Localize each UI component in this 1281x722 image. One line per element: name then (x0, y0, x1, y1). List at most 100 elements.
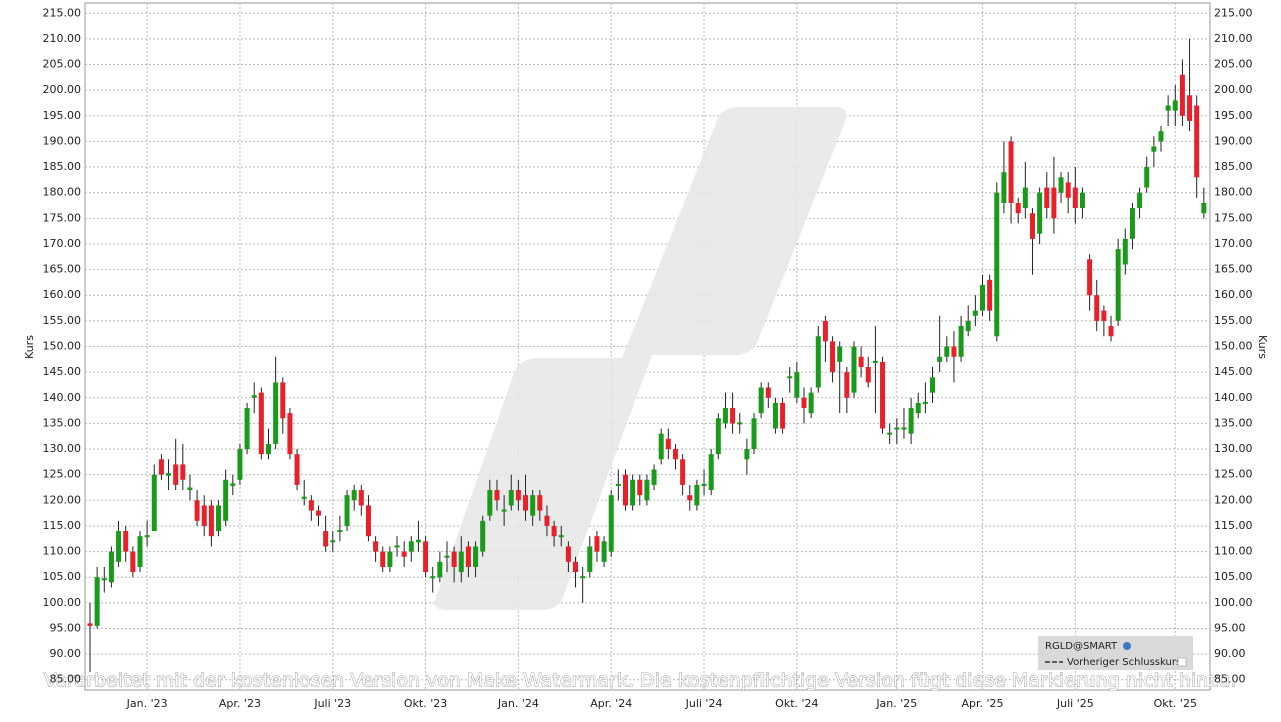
candle-body (615, 483, 621, 486)
candle-body (737, 422, 743, 425)
candle-body (423, 541, 429, 573)
candle-body (551, 525, 557, 537)
candle-body (587, 546, 593, 573)
candle-body (166, 473, 172, 476)
candle-body (216, 505, 222, 532)
y2-tick-label: 210.00 (1214, 32, 1253, 45)
y-tick-label: 120.00 (43, 493, 82, 506)
candle-body (365, 505, 371, 537)
y-tick-label: 150.00 (43, 340, 82, 353)
y2-tick-label: 160.00 (1214, 288, 1253, 301)
y2-tick-label: 200.00 (1214, 83, 1253, 96)
y2-tick-label: 120.00 (1214, 493, 1253, 506)
candle-body (644, 479, 650, 501)
candle-body (701, 483, 707, 486)
candle-body (694, 484, 700, 506)
candle-body (872, 360, 878, 363)
candle-body (901, 427, 907, 430)
y2-tick-label: 150.00 (1214, 340, 1253, 353)
candle-body (201, 505, 207, 526)
y2-tick-label: 100.00 (1214, 596, 1253, 609)
candle-body (972, 310, 978, 316)
candle-body (1115, 249, 1121, 321)
candle-body (765, 387, 771, 398)
candle-body (994, 192, 1000, 337)
y2-tick-label: 130.00 (1214, 442, 1253, 455)
y-tick-label: 130.00 (43, 442, 82, 455)
candle-body (658, 433, 664, 460)
candle-body (1179, 74, 1185, 116)
candle-body (208, 505, 214, 537)
x-tick-label: Juli '23 (313, 697, 351, 710)
candle-body (101, 578, 107, 581)
y-tick-label: 125.00 (43, 468, 82, 481)
y-tick-label: 115.00 (43, 519, 82, 532)
candle-body (830, 341, 836, 373)
y2-tick-label: 85.00 (1214, 673, 1246, 686)
candle-body (865, 367, 871, 383)
candle-body (1108, 325, 1114, 337)
candle-body (1015, 202, 1021, 214)
y2-tick-label: 155.00 (1214, 314, 1253, 327)
y-tick-label: 190.00 (43, 134, 82, 147)
candle-body (537, 495, 543, 511)
y2-tick-label: 170.00 (1214, 237, 1253, 250)
candle-body (580, 576, 586, 579)
y-tick-label: 160.00 (43, 288, 82, 301)
candle-body (623, 474, 628, 506)
x-tick-label: Jan. '23 (126, 697, 168, 710)
y-tick-label: 145.00 (43, 365, 82, 378)
y-tick-label: 215.00 (43, 6, 82, 19)
candle-body (437, 561, 443, 578)
x-tick-label: Jan. '24 (497, 697, 539, 710)
candle-body (987, 279, 993, 311)
candle-body (280, 382, 286, 419)
legend (1038, 636, 1193, 670)
candle-body (230, 483, 236, 486)
candle-body (758, 387, 764, 414)
candle-body (887, 432, 893, 435)
candle-body (315, 510, 321, 516)
candle-body (1065, 182, 1071, 198)
candle-body (1194, 105, 1200, 178)
candle-body (722, 408, 728, 424)
candle-body (851, 346, 857, 393)
x-tick-label: Apr. '24 (590, 697, 632, 710)
y2-tick-label: 205.00 (1214, 58, 1253, 71)
y2-tick-label: 175.00 (1214, 211, 1253, 224)
candle-body (1079, 192, 1085, 209)
legend-checkbox[interactable] (1177, 657, 1187, 667)
candle-body (715, 418, 721, 455)
candle-body (1137, 192, 1143, 209)
y2-tick-label: 190.00 (1214, 134, 1253, 147)
candle-body (1037, 192, 1043, 234)
candle-body (415, 539, 421, 543)
candle-body (487, 490, 493, 516)
candle-body (815, 336, 821, 388)
y2-tick-label: 115.00 (1214, 519, 1253, 532)
candle-body (1022, 187, 1028, 209)
y2-tick-label: 125.00 (1214, 468, 1253, 481)
candle-body (1165, 105, 1171, 111)
candle-body (387, 551, 393, 567)
x-tick-label: Juli '25 (1056, 697, 1094, 710)
candle-body (351, 490, 357, 501)
candle-body (344, 495, 350, 526)
y2-tick-label: 195.00 (1214, 109, 1253, 122)
candle-body (473, 546, 479, 567)
candle-body (116, 531, 122, 562)
candle-body (665, 438, 671, 450)
candle-body (1144, 167, 1150, 188)
candle-body (937, 356, 943, 362)
candle-body (1122, 238, 1128, 265)
candle-body (244, 408, 250, 450)
candle-body (958, 325, 964, 357)
y2-tick-label: 165.00 (1214, 263, 1253, 276)
candle-body (530, 495, 536, 516)
y-tick-label: 210.00 (43, 32, 82, 45)
candle-body (930, 377, 936, 393)
y-tick-label: 90.00 (50, 647, 82, 660)
candle-body (687, 495, 693, 501)
x-tick-label: Okt. '23 (404, 697, 447, 710)
candle-body (1008, 141, 1014, 203)
